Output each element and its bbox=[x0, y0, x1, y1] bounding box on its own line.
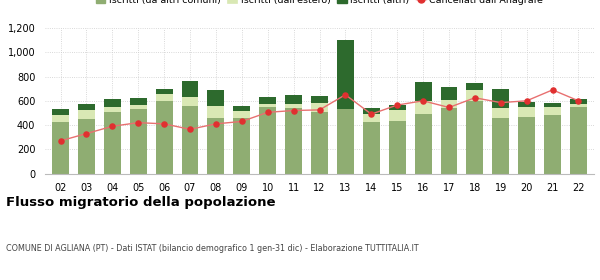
Point bbox=[341, 92, 350, 97]
Point bbox=[107, 124, 117, 129]
Bar bbox=[389, 105, 406, 110]
Bar bbox=[259, 97, 276, 104]
Bar bbox=[415, 114, 431, 174]
Point bbox=[367, 112, 376, 116]
Point bbox=[444, 105, 454, 110]
Text: COMUNE DI AGLIANA (PT) - Dati ISTAT (bilancio demografico 1 gen-31 dic) - Elabor: COMUNE DI AGLIANA (PT) - Dati ISTAT (bil… bbox=[6, 244, 419, 253]
Legend: Iscritti (da altri comuni), Iscritti (dall'estero), Iscritti (altri), Cancellati: Iscritti (da altri comuni), Iscritti (da… bbox=[92, 0, 547, 8]
Point bbox=[418, 99, 428, 103]
Bar bbox=[415, 82, 431, 101]
Point bbox=[574, 99, 583, 103]
Bar bbox=[104, 107, 121, 112]
Bar bbox=[363, 122, 380, 174]
Bar bbox=[52, 122, 69, 174]
Bar bbox=[544, 103, 561, 108]
Bar bbox=[570, 99, 587, 104]
Bar bbox=[156, 89, 173, 94]
Bar bbox=[440, 87, 457, 100]
Bar bbox=[78, 110, 95, 119]
Point bbox=[211, 122, 221, 126]
Bar bbox=[415, 101, 431, 114]
Bar bbox=[130, 109, 146, 174]
Bar bbox=[493, 89, 509, 108]
Point bbox=[392, 103, 402, 107]
Point bbox=[160, 122, 169, 126]
Bar bbox=[208, 106, 224, 118]
Bar bbox=[440, 108, 457, 174]
Bar bbox=[518, 102, 535, 108]
Bar bbox=[233, 111, 250, 118]
Bar bbox=[233, 118, 250, 174]
Bar bbox=[156, 101, 173, 174]
Bar bbox=[544, 108, 561, 115]
Bar bbox=[337, 109, 354, 174]
Point bbox=[56, 139, 65, 143]
Bar bbox=[233, 106, 250, 111]
Bar bbox=[337, 39, 354, 109]
Bar bbox=[518, 116, 535, 174]
Bar bbox=[156, 94, 173, 101]
Bar bbox=[311, 96, 328, 103]
Bar bbox=[182, 106, 199, 174]
Bar bbox=[52, 115, 69, 122]
Bar bbox=[363, 108, 380, 114]
Point bbox=[496, 101, 506, 105]
Point bbox=[289, 108, 298, 113]
Point bbox=[263, 110, 272, 115]
Point bbox=[315, 108, 325, 112]
Bar bbox=[544, 115, 561, 174]
Bar bbox=[52, 109, 69, 115]
Bar bbox=[363, 114, 380, 122]
Point bbox=[470, 95, 479, 100]
Point bbox=[237, 119, 247, 124]
Bar bbox=[285, 108, 302, 174]
Bar bbox=[518, 108, 535, 116]
Bar bbox=[466, 101, 483, 174]
Bar bbox=[78, 119, 95, 174]
Bar bbox=[78, 104, 95, 110]
Bar bbox=[182, 81, 199, 97]
Bar bbox=[182, 97, 199, 106]
Bar bbox=[130, 98, 146, 105]
Point bbox=[82, 131, 91, 136]
Point bbox=[185, 127, 195, 132]
Bar bbox=[259, 108, 276, 174]
Point bbox=[548, 88, 557, 92]
Bar bbox=[311, 112, 328, 174]
Bar bbox=[285, 104, 302, 108]
Text: Flusso migratorio della popolazione: Flusso migratorio della popolazione bbox=[6, 196, 275, 209]
Bar bbox=[208, 90, 224, 106]
Bar bbox=[104, 99, 121, 107]
Bar bbox=[466, 90, 483, 101]
Bar bbox=[466, 83, 483, 90]
Bar bbox=[208, 118, 224, 174]
Bar bbox=[570, 104, 587, 108]
Point bbox=[133, 120, 143, 125]
Bar bbox=[104, 112, 121, 174]
Bar bbox=[493, 118, 509, 174]
Bar bbox=[311, 103, 328, 112]
Bar bbox=[389, 122, 406, 174]
Bar bbox=[493, 108, 509, 118]
Bar bbox=[285, 95, 302, 104]
Point bbox=[522, 99, 532, 103]
Bar bbox=[259, 104, 276, 108]
Bar bbox=[130, 105, 146, 109]
Bar bbox=[440, 100, 457, 108]
Bar bbox=[570, 108, 587, 174]
Bar bbox=[389, 110, 406, 122]
